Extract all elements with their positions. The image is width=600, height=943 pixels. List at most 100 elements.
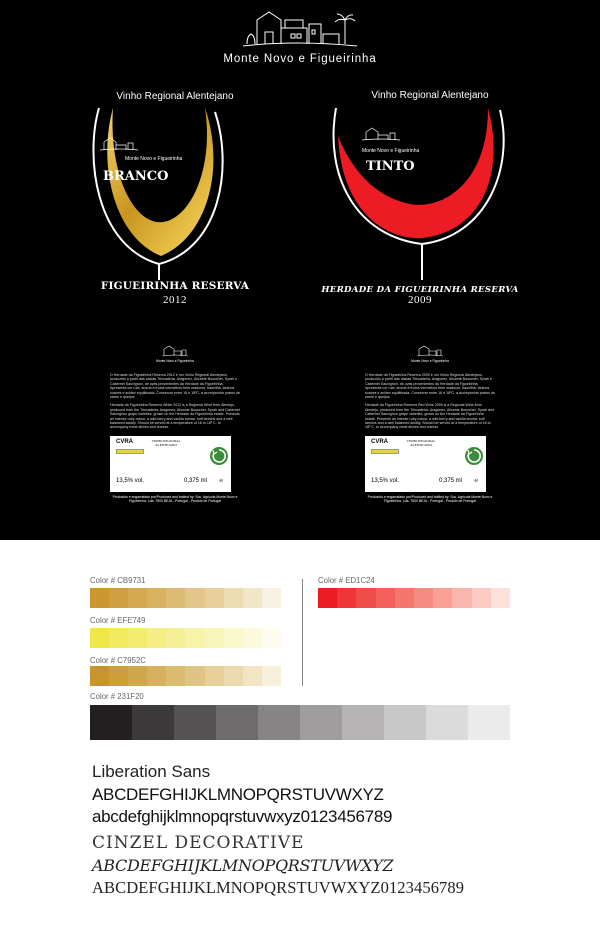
color-swatch — [147, 628, 167, 648]
certification-box: CVRA VINHO REGIONAL ALENTEJANO 13,5% vol… — [110, 435, 231, 492]
cert-region-text: VINHO REGIONAL ALENTEJANO — [151, 438, 181, 447]
region-text: Vinho Regional Alentejano — [116, 91, 234, 102]
emblem-brand-text: Monte Novo e Figueirinha — [125, 156, 182, 162]
alcohol-volume: 13,5% vol. — [371, 477, 400, 484]
color-swatch — [261, 588, 281, 608]
estimated-sign: ℮ — [219, 477, 223, 484]
color-swatch — [300, 705, 342, 740]
emblem-brand-text: Monte Novo e Figueirinha — [362, 148, 419, 154]
color-swatch — [204, 588, 224, 608]
estimated-sign: ℮ — [474, 477, 478, 484]
color-swatch — [223, 666, 243, 686]
brand-name: Monte Novo e Figueirinha — [223, 53, 377, 65]
color-swatch — [471, 588, 491, 608]
palette-divider — [302, 579, 303, 686]
color-swatch — [433, 588, 453, 608]
color-swatch — [90, 705, 132, 740]
back-label: Monte Novo e Figueirinha O Herdade da Fi… — [110, 344, 240, 503]
back-brand: Monte Novo e Figueirinha — [156, 359, 194, 363]
vintage-year: 2012 — [163, 294, 187, 306]
bottle-capacity: 0,375 ml — [438, 477, 462, 484]
color-swatch — [185, 628, 205, 648]
recycle-icon — [465, 446, 483, 465]
palette-efe749 — [90, 628, 281, 648]
color-swatch — [128, 588, 148, 608]
color-swatch — [166, 628, 186, 648]
font-name-primary: Liberation Sans — [92, 762, 211, 781]
color-swatch — [128, 628, 148, 648]
color-swatch — [147, 588, 167, 608]
color-swatch — [166, 666, 186, 686]
producer-text: Produzido e engarrafado por/Produced and… — [112, 494, 238, 504]
wine-style-text: BRANCO — [103, 169, 168, 184]
color-swatch — [109, 666, 129, 686]
seal-strip — [371, 448, 399, 454]
color-swatch — [223, 588, 243, 608]
wine-name: FIGUEIRINHA RESERVA — [100, 280, 250, 292]
color-swatch — [242, 588, 262, 608]
color-swatch — [185, 588, 205, 608]
palette-ed1c24 — [318, 588, 511, 608]
certification-box: CVRA VINHO REGIONAL ALENTEJANO 13,5% vol… — [365, 435, 486, 492]
producer-text: Produzido e engarrafado por/Produced and… — [367, 494, 493, 504]
palette-231f20 — [90, 705, 510, 740]
cvra-text: CVRA — [371, 438, 389, 445]
color-swatch — [261, 628, 281, 648]
wine-style-text: TINTO — [366, 159, 415, 174]
palette-label-cb9731: Color # CB9731 — [90, 576, 146, 585]
font-sample-primary-upper: ABCDEFGHIJKLMNOPQRSTUVWXYZ — [92, 785, 384, 804]
palette-c7952c — [90, 666, 281, 686]
recycle-icon — [210, 446, 228, 465]
color-swatch — [166, 588, 186, 608]
palette-label-231f20: Color # 231F20 — [90, 692, 144, 701]
color-swatch — [337, 588, 357, 608]
color-swatch — [426, 705, 468, 740]
region-text: Vinho Regional Alentejano — [371, 90, 489, 101]
vintage-year: 2009 — [408, 294, 432, 306]
color-swatch — [174, 705, 216, 740]
color-swatch — [109, 628, 129, 648]
color-swatch — [109, 588, 129, 608]
bottle-capacity: 0,375 ml — [183, 477, 207, 484]
color-swatch — [318, 588, 338, 608]
palette-label-efe749: Color # EFE749 — [90, 616, 146, 625]
color-swatch — [356, 588, 376, 608]
color-swatch — [204, 666, 224, 686]
description-pt: O Herdade da Figueirinha Reserva 2009 é … — [365, 373, 495, 400]
color-swatch — [394, 588, 415, 608]
color-swatch — [384, 705, 426, 740]
font-sample-primary-lower: abcdefghijklmnopqrstuvwxyz0123456789 — [92, 807, 393, 826]
wine-glass-gold-icon: Monte Novo e Figueirinha BRANCO — [92, 107, 224, 280]
estate-house-small-icon — [161, 345, 189, 357]
palette-cb9731 — [90, 588, 281, 608]
color-swatch — [216, 705, 258, 740]
color-swatch — [375, 588, 395, 608]
alcohol-volume: 13,5% vol. — [116, 477, 145, 484]
font-sample-secondary-lower: ABCDEFGHIJKLMNOPQRSTUVWXYZ0123456789 — [92, 878, 465, 897]
wine-name: HERDADE DA FIGUEIRINHA RESERVA — [321, 285, 519, 295]
palette-label-ed1c24: Color # ED1C24 — [318, 576, 375, 585]
color-swatch — [128, 666, 148, 686]
color-swatch — [342, 705, 384, 740]
wine-glass-red-icon: Monte Novo e Figueirinha TINTO — [332, 107, 505, 280]
color-swatch — [147, 666, 167, 686]
tinto-label: Vinho Regional Alentejano Monte Novo e F… — [310, 86, 530, 536]
color-swatch — [223, 628, 243, 648]
color-swatch — [90, 666, 110, 686]
color-swatch — [414, 588, 434, 608]
back-description: O Herdade da Figueirinha Reserva 2012 é … — [110, 373, 240, 430]
cvra-text: CVRA — [116, 438, 134, 445]
back-label: Monte Novo e Figueirinha O Herdade da Fi… — [365, 344, 495, 503]
color-swatch — [185, 666, 205, 686]
color-swatch — [132, 705, 174, 740]
estate-house-small-icon — [416, 345, 444, 357]
description-pt: O Herdade da Figueirinha Reserva 2012 é … — [110, 373, 240, 400]
back-brand: Monte Novo e Figueirinha — [411, 359, 449, 363]
cert-region-text: VINHO REGIONAL ALENTEJANO — [406, 438, 436, 447]
color-swatch — [242, 628, 262, 648]
back-description: O Herdade da Figueirinha Reserva 2009 é … — [365, 373, 495, 430]
color-swatch — [90, 628, 110, 648]
font-sample-secondary-upper: ABCDEFGHIJKLMNOPQRSTUVWXYZ — [92, 856, 394, 875]
color-swatch — [490, 588, 511, 608]
estate-house-logo-icon — [242, 11, 358, 47]
